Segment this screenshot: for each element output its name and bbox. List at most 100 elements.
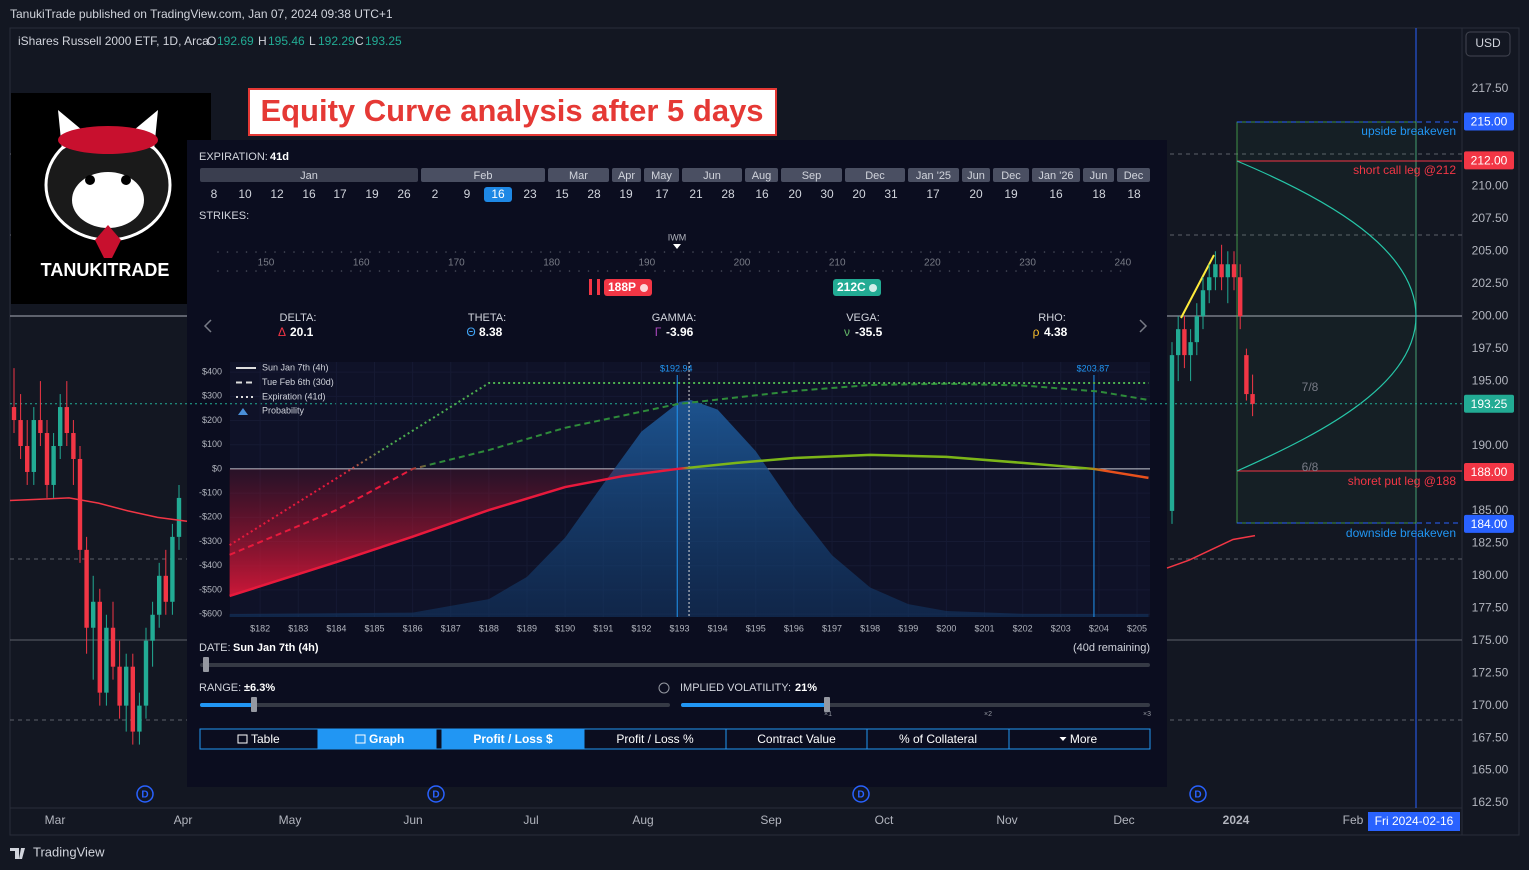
day[interactable]: 30 [820,187,834,201]
day[interactable]: 17 [926,187,940,201]
dividend-marker[interactable] [852,785,870,803]
day[interactable]: 23 [523,187,537,201]
day[interactable]: 8 [211,187,218,201]
candle-body [1207,277,1212,291]
price-marker [1464,151,1514,170]
day[interactable]: 26 [397,187,411,201]
strike-dot [654,270,656,272]
greek-name: THETA: [468,312,506,324]
strike-dot [825,251,827,253]
strike-dot [1034,251,1036,253]
candle-body [1200,290,1206,317]
month-segment [745,168,778,182]
day[interactable]: 16 [1049,187,1063,201]
slider-handle[interactable] [824,697,830,712]
x-tick-label: $202 [1013,623,1033,633]
logo-band [58,126,158,154]
candle-body [1225,264,1230,278]
strikes-label: STRIKES: [199,210,249,222]
prev-arrow[interactable] [203,319,212,333]
ohlc-key: H [258,34,267,48]
dividend-marker[interactable] [1189,785,1207,803]
strike-dot [245,251,248,253]
strike-dot [521,270,523,272]
day[interactable]: 16 [491,187,505,201]
metric-button[interactable] [1008,728,1151,750]
strike-dot [302,251,305,253]
strike-dot [511,251,514,253]
day[interactable]: 19 [619,187,633,201]
strike-dot [274,251,276,253]
day[interactable]: 28 [587,187,601,201]
day[interactable]: 20 [788,187,802,201]
greek-value: 4.38 [1044,325,1068,339]
strike-dot [758,251,761,253]
strike-dot [929,270,932,272]
strike-dot [568,251,571,253]
leg-badge[interactable] [604,279,652,296]
strike-dot [853,251,856,253]
strike-dot [806,270,808,272]
next-arrow[interactable] [1139,319,1148,333]
candle-body [1213,264,1218,278]
month-label: Feb [474,170,493,182]
strike-dot [920,251,922,253]
strike-dot [1043,251,1046,253]
slider-handle[interactable] [203,657,209,672]
day[interactable]: 19 [1004,187,1018,201]
leg-badge[interactable] [833,279,881,296]
range-label: RANGE: [199,682,241,694]
strike-dot [321,251,324,253]
time-label: Nov [996,813,1017,827]
date-slider[interactable] [200,663,1150,667]
currency-button[interactable] [1465,31,1511,57]
price-tick-label: 197.50 [1472,341,1509,355]
logo-eye [121,175,131,185]
greek-name: RHO: [1038,312,1066,324]
dividend-marker[interactable] [427,785,445,803]
day[interactable]: 16 [302,187,316,201]
slider-handle[interactable] [251,697,257,712]
day[interactable]: 19 [365,187,379,201]
day[interactable]: 18 [1092,187,1106,201]
day[interactable]: 10 [238,187,252,201]
dividend-marker[interactable] [136,785,154,803]
day[interactable]: 17 [655,187,669,201]
day[interactable]: 2 [432,187,439,201]
strike-dot [1024,251,1027,253]
day[interactable]: 18 [1127,187,1141,201]
x-tick-label: $187 [441,623,461,633]
day[interactable]: 12 [270,187,284,201]
strike-dot [350,270,352,272]
day[interactable]: 16 [755,187,769,201]
candle-body [1231,264,1237,278]
strike-dot [948,251,951,253]
strike-dot [369,251,371,253]
strike-dot [777,251,780,253]
breakeven-label: $203.87 [1077,363,1110,373]
day[interactable]: 17 [333,187,347,201]
month-segment [962,168,990,182]
day[interactable]: 28 [721,187,735,201]
price-tick-label: 195.00 [1472,373,1509,387]
day[interactable]: 9 [464,187,471,201]
time-label: Dec [1113,813,1134,827]
x-tick-label: $194 [708,623,728,633]
day[interactable]: 31 [884,187,898,201]
strike-dot [967,251,970,253]
day[interactable]: 20 [969,187,983,201]
day[interactable]: 15 [555,187,569,201]
loss-area [229,468,678,596]
range-value: ±6.3% [244,682,275,694]
range-slider[interactable] [200,703,670,707]
month-label: Apr [618,170,635,182]
view-button[interactable] [317,728,437,750]
day[interactable]: 20 [852,187,866,201]
currency[interactable]: USD [1475,36,1501,50]
candle-body [104,627,109,693]
day[interactable]: 21 [689,187,703,201]
strike-dot [749,251,751,253]
breakeven-label: $192.94 [660,363,693,373]
strike-dot [445,270,447,272]
